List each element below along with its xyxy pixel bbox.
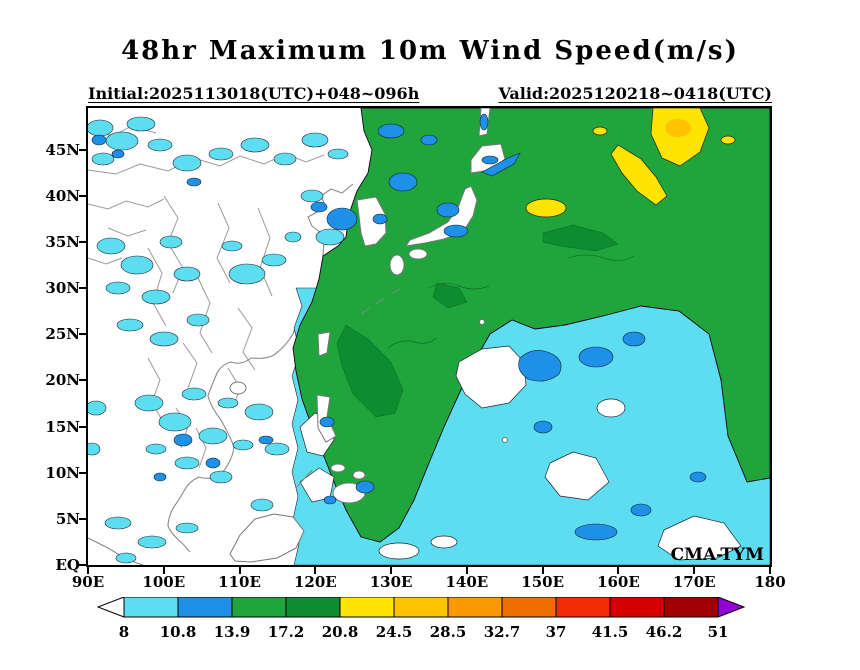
x-axis-tick <box>314 567 317 574</box>
y-axis-label: EQ <box>55 556 81 574</box>
x-axis-label: 140E <box>445 573 489 591</box>
x-axis-label: 130E <box>369 573 413 591</box>
y-axis-tick <box>79 425 86 428</box>
x-axis-tick <box>390 567 393 574</box>
y-axis-label: 20N <box>45 371 80 390</box>
x-axis-tick <box>769 567 771 574</box>
colorbar-level-label: 24.5 <box>376 623 413 641</box>
x-axis-label: 120E <box>293 573 337 591</box>
x-axis-label: 160E <box>597 573 640 591</box>
x-axis-label: 100E <box>142 573 186 591</box>
wind-green-region <box>292 108 770 543</box>
y-axis-tick <box>79 240 86 243</box>
x-axis-label: 180 <box>754 573 786 591</box>
colorbar-level-label: 46.2 <box>646 623 683 641</box>
wind-cyan-patches <box>88 116 349 564</box>
x-axis-label: 170E <box>672 573 716 591</box>
colorbar-cell <box>501 596 557 618</box>
colorbar-level-label: 17.2 <box>268 623 305 641</box>
colorbar-cell <box>231 596 287 618</box>
wind-yellow-patches <box>525 108 736 218</box>
colorbar-level-label: 28.5 <box>430 623 467 641</box>
colorbar-svg: 8 10.8 13.9 17.2 20.8 24.5 28.5 32.7 37 41.5 46.2 5… <box>96 596 746 641</box>
y-axis-label: 5N <box>55 509 80 528</box>
y-axis-tick <box>79 564 86 566</box>
x-axis-label: 90E <box>71 573 105 591</box>
wind-speed-map: CMA-TYM <box>88 108 770 565</box>
colorbar-cell <box>555 596 611 618</box>
x-axis-tick <box>465 567 468 574</box>
colorbar-cell <box>447 596 503 618</box>
x-axis-tick <box>238 567 241 574</box>
calm-white-patches <box>299 345 742 561</box>
colorbar-level-label: 13.9 <box>214 623 251 641</box>
colorbar-above-arrow <box>717 596 746 618</box>
y-axis-tick <box>79 148 86 151</box>
x-axis-tick <box>617 567 620 574</box>
x-axis-tick <box>162 567 165 574</box>
x-axis-label: 110E <box>218 573 261 591</box>
colorbar-level-label: 51 <box>708 623 729 641</box>
valid-time-label: Valid:2025120218~0418(UTC) <box>498 84 772 103</box>
page-title: 48hr Maximum 10m Wind Speed(m/s) <box>121 36 739 66</box>
subtitle-row: Initial:2025113018(UTC)+048~096h Valid:2… <box>88 84 772 103</box>
y-axis-tick <box>79 379 86 382</box>
initial-time-label: Initial:2025113018(UTC)+048~096h <box>88 84 420 103</box>
y-axis-label: 15N <box>45 417 80 436</box>
colorbar-cell <box>609 596 665 618</box>
colorbar: 8 10.8 13.9 17.2 20.8 24.5 28.5 32.7 37 41.5 46.2 5… <box>96 596 746 647</box>
wind-blue-patches <box>91 113 707 541</box>
y-axis-tick <box>79 287 86 290</box>
colorbar-cell <box>285 596 341 618</box>
y-axis-tick <box>79 471 86 474</box>
y-axis-label: 30N <box>45 279 80 298</box>
colorbar-cell <box>393 596 449 618</box>
colorbar-cell <box>339 596 395 618</box>
y-axis-label: 40N <box>45 186 80 205</box>
x-axis-label: 150E <box>521 573 565 591</box>
colorbar-level-label: 10.8 <box>160 623 197 641</box>
x-axis-tick <box>87 567 89 574</box>
colorbar-level-label: 37 <box>546 623 567 641</box>
colorbar-level-label: 20.8 <box>322 623 359 641</box>
y-axis-tick <box>79 517 86 520</box>
land-borders <box>88 108 445 565</box>
y-axis-label: 35N <box>45 232 80 251</box>
y-axis-tick <box>79 194 86 197</box>
colorbar-cell <box>123 596 179 618</box>
model-watermark: CMA-TYM <box>671 545 765 565</box>
colorbar-cell <box>663 596 719 618</box>
colorbar-level-label: 41.5 <box>592 623 629 641</box>
y-axis-label: 45N <box>45 140 80 159</box>
map-frame: CMA-TYM <box>86 106 772 567</box>
x-axis-tick <box>693 567 696 574</box>
y-axis-tick <box>79 333 86 336</box>
colorbar-level-label: 32.7 <box>484 623 521 641</box>
colorbar-below-arrow <box>96 596 125 618</box>
x-axis-tick <box>541 567 544 574</box>
colorbar-level-label: 8 <box>119 623 129 641</box>
y-axis-label: 25N <box>45 325 80 344</box>
y-axis-label: 10N <box>45 463 80 482</box>
colorbar-cell <box>177 596 233 618</box>
